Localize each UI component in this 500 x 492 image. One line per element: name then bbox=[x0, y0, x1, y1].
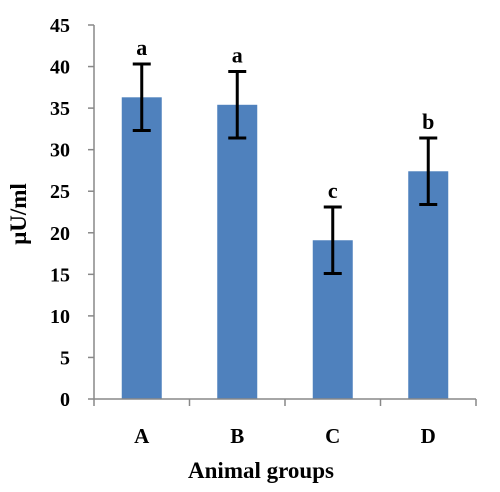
bar-A bbox=[121, 97, 162, 399]
y-axis-ticks: 0 5 10 15 20 25 30 35 40 45 bbox=[50, 15, 94, 411]
significance-labels: a a c b bbox=[136, 35, 434, 203]
x-axis-ticks: A B C D bbox=[93, 399, 477, 448]
x-tick-label: A bbox=[134, 424, 150, 448]
error-bars-group bbox=[132, 62, 438, 276]
bars-group bbox=[121, 97, 449, 399]
y-axis-title: μU/ml bbox=[6, 183, 31, 245]
significance-label-B: a bbox=[232, 43, 243, 68]
y-tick-label: 10 bbox=[50, 306, 70, 328]
significance-label-A: a bbox=[136, 35, 147, 60]
y-tick-label: 40 bbox=[50, 57, 70, 79]
x-tick-label: B bbox=[230, 424, 244, 448]
x-tick-label: C bbox=[325, 424, 340, 448]
x-axis-title: Animal groups bbox=[188, 458, 334, 483]
y-tick-label: 20 bbox=[50, 223, 70, 245]
bar-B bbox=[217, 104, 258, 399]
y-tick-label: 15 bbox=[50, 264, 70, 286]
y-tick-label: 35 bbox=[50, 98, 70, 120]
x-tick-label: D bbox=[421, 424, 436, 448]
significance-label-D: b bbox=[422, 109, 434, 134]
bar-D bbox=[408, 171, 449, 399]
y-tick-label: 45 bbox=[50, 15, 70, 37]
y-tick-label: 30 bbox=[50, 140, 70, 162]
y-tick-label: 25 bbox=[50, 181, 70, 203]
significance-label-C: c bbox=[328, 178, 338, 203]
y-tick-label: 5 bbox=[60, 347, 70, 369]
y-tick-label: 0 bbox=[60, 389, 70, 411]
